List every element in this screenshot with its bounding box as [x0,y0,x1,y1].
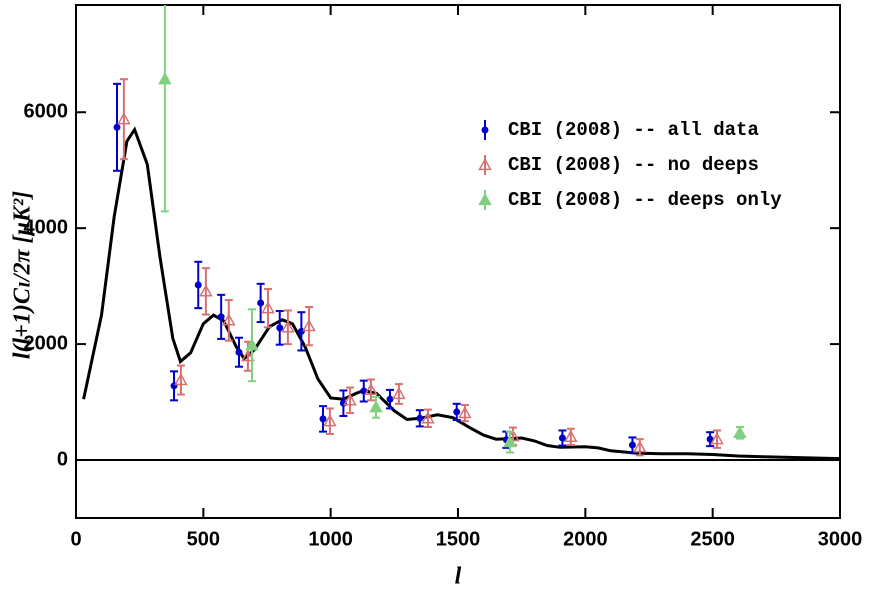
point [416,414,424,422]
point [194,281,202,289]
point [369,400,383,413]
point [174,372,188,386]
point [386,395,394,403]
point [241,349,255,362]
point [633,440,647,453]
point [245,338,259,351]
point [302,319,316,332]
legend-label: CBI (2008) -- no deeps [508,154,759,176]
point [453,408,461,416]
plot-area [82,5,840,461]
point [158,72,172,85]
point [323,414,337,427]
model-curve [82,126,840,461]
point [319,415,327,423]
x-tick-label: 1500 [436,528,481,550]
point [710,432,724,445]
point [276,324,284,332]
point [261,301,275,314]
point [733,425,747,438]
y-tick-label: 6000 [24,101,69,123]
point [117,112,131,125]
legend-marker [478,192,492,206]
y-tick-label: 0 [57,448,68,470]
point [297,327,305,335]
x-tick-label: 0 [70,528,81,550]
x-tick-label: 3000 [818,528,863,550]
point [706,435,714,443]
point [281,320,295,333]
legend-marker [481,126,489,134]
x-axis-label: l [455,564,462,590]
legend-label: CBI (2008) -- deeps only [508,189,782,211]
point [564,429,578,442]
y-tick-label: 4000 [24,216,69,238]
point [558,434,566,442]
point [235,348,243,356]
y-axis-label: l(l+1)Cₗ/2π [μK²] [10,191,36,359]
point [113,123,121,131]
plot-frame [75,4,841,519]
point [257,299,265,307]
point [343,393,357,406]
point [217,313,225,321]
point [458,406,472,419]
point [421,411,435,424]
point [503,435,517,448]
x-tick-label: 2000 [563,528,608,550]
legend-label: CBI (2008) -- all data [508,119,759,141]
y-tick-label: 2000 [24,332,69,354]
point [222,313,236,326]
point [364,382,378,396]
point [392,386,406,400]
point [199,284,213,297]
x-tick-label: 500 [187,528,220,550]
x-tick-label: 2500 [690,528,735,550]
legend-marker [478,157,492,171]
x-tick-label: 1000 [308,528,353,550]
point [628,441,636,449]
